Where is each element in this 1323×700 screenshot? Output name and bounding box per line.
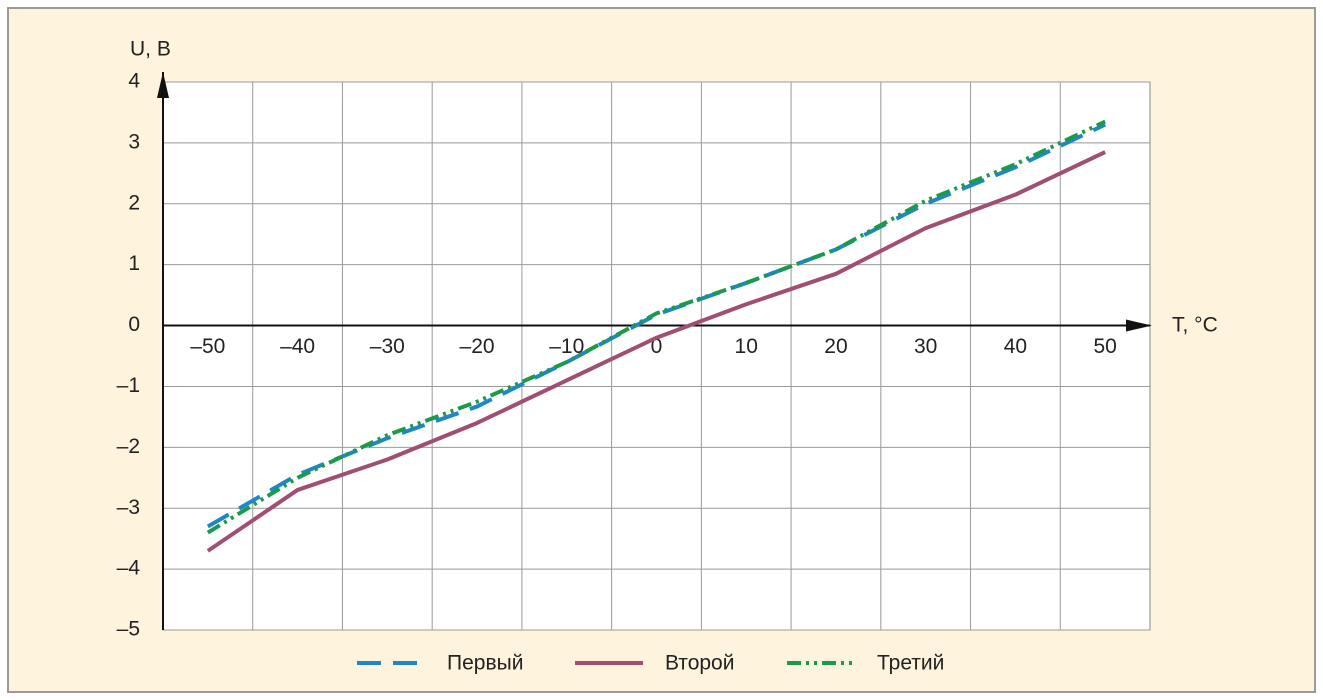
y-tick-label: –3 [117,496,140,519]
x-tick-label: –50 [190,335,225,358]
x-tick-label: –10 [549,335,584,358]
y-axis-label: U, B [130,38,171,61]
y-tick-label: 0 [128,313,140,336]
y-tick-label: –1 [117,374,140,397]
y-tick-label: 2 [128,191,140,214]
y-tick-label: 3 [128,130,140,153]
x-tick-label: 30 [914,335,937,358]
x-tick-label: –30 [370,335,405,358]
legend-label: Первый [447,652,523,675]
x-tick-label: 10 [735,335,758,358]
legend-label: Второй [665,652,734,675]
y-tick-label: 4 [128,70,140,93]
y-tick-label: –4 [117,557,141,580]
series-line [206,150,1106,553]
x-tick-label: 0 [651,335,663,358]
y-tick-label: –2 [117,435,140,458]
x-tick-label: 50 [1093,335,1116,358]
legend-label: Третий [877,652,944,675]
x-axis-label: T, °C [1172,314,1218,337]
y-tick-label: –5 [117,618,140,641]
x-tick-label: –40 [280,335,315,358]
x-tick-label: –20 [460,335,495,358]
y-axis-arrow [157,72,169,98]
plot-area [162,81,1151,631]
x-axis-arrow [1126,319,1152,332]
x-tick-label: 20 [824,335,847,358]
x-tick-label: 40 [1004,335,1027,358]
y-tick-label: 1 [128,252,140,275]
series-line [206,119,1106,535]
